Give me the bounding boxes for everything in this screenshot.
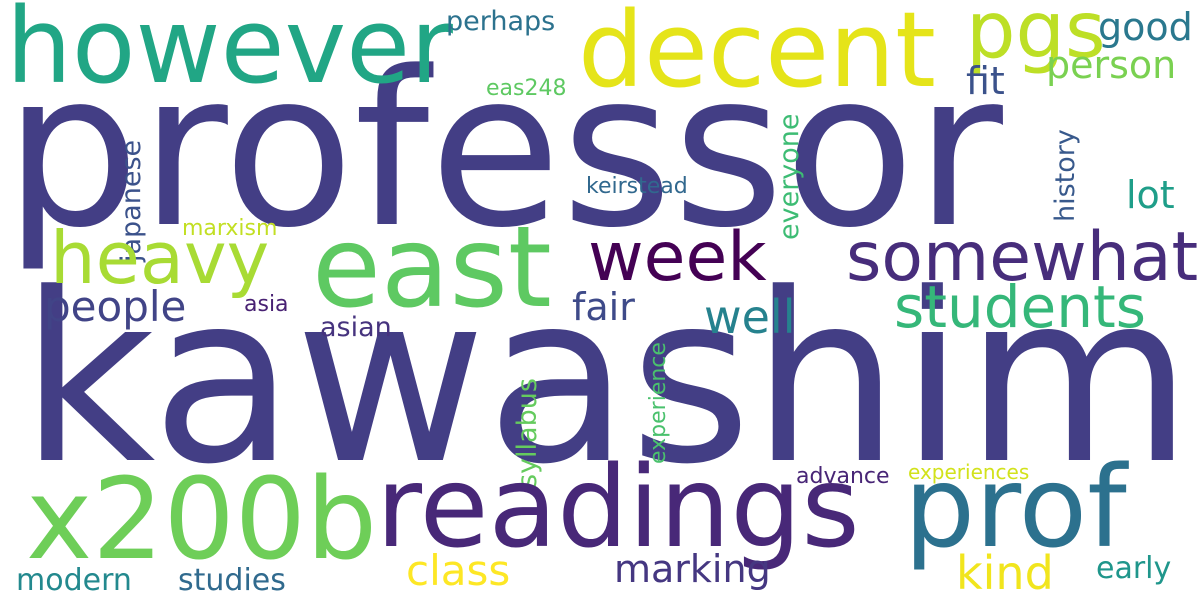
- word-well: well: [704, 290, 796, 344]
- word-fit: fit: [966, 59, 1005, 103]
- word-decent: decent: [578, 0, 936, 111]
- word-readings: readings: [376, 443, 860, 573]
- word-advance: advance: [796, 464, 890, 489]
- word-keirstead: keirstead: [586, 174, 688, 199]
- word-modern: modern: [16, 563, 132, 598]
- word-marxism: marxism: [182, 216, 278, 241]
- word-marking: marking: [614, 547, 771, 591]
- word-fair: fair: [572, 285, 635, 329]
- word-somewhat: somewhat: [846, 218, 1199, 297]
- word-prof: prof: [904, 443, 1127, 573]
- word-experiences: experiences: [908, 460, 1030, 484]
- word-lot: lot: [1126, 173, 1175, 217]
- word-week: week: [588, 218, 767, 297]
- word-east: east: [312, 203, 552, 333]
- word-kawashima: kawashima: [20, 244, 1200, 516]
- word-studies: studies: [178, 563, 286, 598]
- word-students: students: [894, 273, 1146, 341]
- word-asian: asian: [320, 312, 392, 343]
- word-history: history: [1050, 129, 1081, 222]
- word-everyone: everyone: [774, 113, 805, 240]
- word-asia: asia: [244, 292, 289, 317]
- word-good: good: [1098, 5, 1193, 49]
- word-pgs: pgs: [966, 0, 1106, 76]
- word-heavy: heavy: [50, 216, 270, 300]
- word-person: person: [1046, 43, 1177, 87]
- word-however: however: [6, 0, 453, 107]
- word-eas248: eas248: [486, 76, 567, 101]
- word-kind: kind: [956, 546, 1054, 600]
- word-perhaps: perhaps: [446, 6, 556, 37]
- word-x200b: x200b: [26, 455, 378, 585]
- word-people: people: [44, 282, 187, 331]
- word-class: class: [406, 546, 511, 595]
- word-early: early: [1096, 551, 1172, 586]
- word-professor: professor: [4, 26, 1003, 275]
